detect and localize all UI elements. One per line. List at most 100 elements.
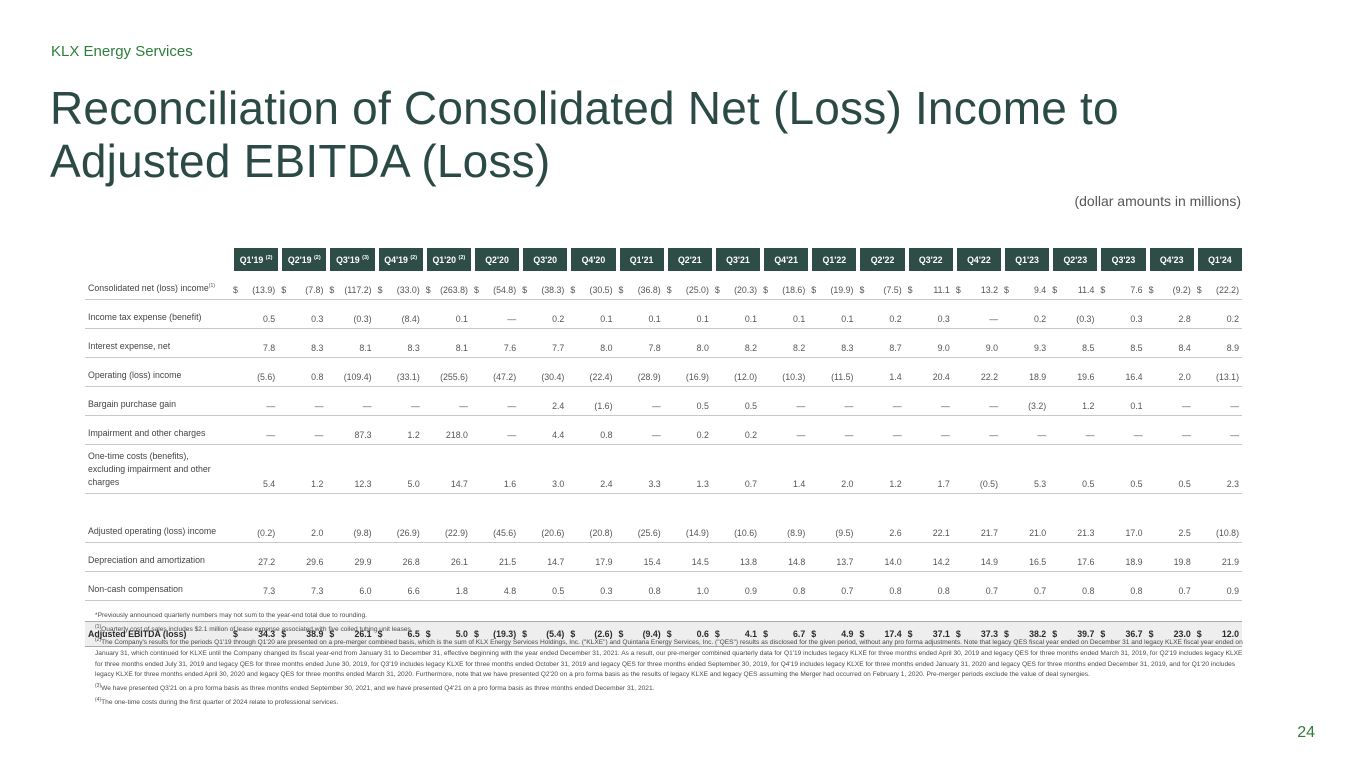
value-cell: (10.6): [711, 494, 761, 543]
value-cell: 1.2: [856, 445, 905, 494]
value-cell: $ (19.3): [470, 621, 520, 647]
value-cell: 4.8: [470, 572, 520, 601]
value-cell: 0.9: [1193, 572, 1242, 601]
table-row: Depreciation and amortization 27.2 29.6 29.…: [85, 543, 1242, 572]
value-cell: 21.5: [470, 543, 520, 572]
value-cell: (109.4): [326, 358, 375, 387]
value-cell: 7.6: [470, 329, 520, 358]
value-cell: 8.5: [1097, 329, 1146, 358]
value-cell: 9.0: [952, 329, 1001, 358]
value-cell: 2.0: [808, 445, 857, 494]
value-cell: 8.1: [422, 329, 471, 358]
value-cell: 21.9: [1193, 543, 1242, 572]
footnote: (3)We have presented Q3'21 on a pro form…: [95, 682, 655, 693]
value-cell: 26.1: [422, 543, 471, 572]
value-cell: 8.3: [808, 329, 857, 358]
value-cell: 8.9: [1193, 329, 1242, 358]
value-cell: 0.8: [1097, 572, 1146, 601]
row-label: Income tax expense (benefit): [85, 300, 230, 329]
value-cell: 0.1: [1097, 387, 1146, 416]
value-cell: 13.8: [711, 543, 761, 572]
value-cell: 0.5: [711, 387, 761, 416]
value-cell: 0.8: [615, 572, 664, 601]
column-header: Q2'23: [1049, 248, 1098, 271]
value-cell: 0.5: [663, 387, 712, 416]
value-cell: 1.2: [278, 445, 327, 494]
value-cell: $7.6: [1097, 271, 1146, 300]
value-cell: $36.7: [1097, 621, 1146, 647]
value-cell: 0.8: [1049, 572, 1098, 601]
table-row: Non-cash compensation 7.3 7.3 6.0 6.6 1.8 4.8 0…: [85, 572, 1242, 601]
value-cell: 7.3: [230, 572, 279, 601]
page-title: Reconciliation of Consolidated Net (Loss…: [50, 82, 1119, 188]
value-cell: 14.8: [760, 543, 809, 572]
company-name: KLX Energy Services: [51, 43, 193, 60]
value-cell: —: [278, 387, 327, 416]
value-cell: $ (13.9): [230, 271, 279, 300]
value-cell: 0.5: [230, 300, 279, 329]
value-cell: 14.0: [856, 543, 905, 572]
value-cell: 0.3: [278, 300, 327, 329]
value-cell: (9.5): [808, 494, 857, 543]
value-cell: —: [470, 416, 520, 445]
column-header: Q4'23: [1145, 248, 1194, 271]
value-cell: (20.8): [567, 494, 616, 543]
value-cell: 87.3: [326, 416, 375, 445]
value-cell: 0.7: [1145, 572, 1194, 601]
row-label: Depreciation and amortization: [85, 543, 230, 572]
value-cell: —: [808, 387, 857, 416]
value-cell: —: [952, 416, 1001, 445]
value-cell: 1.8: [422, 572, 471, 601]
value-cell: $ (33.0): [374, 271, 423, 300]
value-cell: 0.1: [615, 300, 664, 329]
value-cell: —: [374, 387, 423, 416]
value-cell: 8.2: [760, 329, 809, 358]
value-cell: 0.1: [808, 300, 857, 329]
column-header: Q1'24: [1193, 248, 1242, 271]
table-body: Consolidated net (loss) income(1) $ (13.9)…: [85, 271, 1242, 647]
column-header: Q2'22: [856, 248, 905, 271]
column-header: Q3'20: [519, 248, 568, 271]
value-cell: $ (2.6): [567, 621, 616, 647]
footnote: *Previously announced quarterly numbers …: [95, 612, 367, 619]
value-cell: —: [952, 387, 1001, 416]
value-cell: $26.1: [326, 621, 375, 647]
value-cell: —: [230, 416, 279, 445]
value-cell: —: [904, 387, 953, 416]
value-cell: 26.8: [374, 543, 423, 572]
value-cell: $11.1: [904, 271, 953, 300]
value-cell: 0.8: [567, 416, 616, 445]
value-cell: 0.3: [1097, 300, 1146, 329]
value-cell: (25.6): [615, 494, 664, 543]
value-cell: 8.2: [711, 329, 761, 358]
value-cell: 1.2: [1049, 387, 1098, 416]
value-cell: —: [1145, 387, 1194, 416]
value-cell: 1.4: [856, 358, 905, 387]
value-cell: (26.9): [374, 494, 423, 543]
value-cell: —: [1097, 416, 1146, 445]
value-cell: 2.4: [519, 387, 568, 416]
value-cell: 1.2: [374, 416, 423, 445]
value-cell: 14.7: [422, 445, 471, 494]
column-header: Q2'20: [470, 248, 520, 271]
value-cell: 29.9: [326, 543, 375, 572]
value-cell: 0.8: [856, 572, 905, 601]
value-cell: 14.2: [904, 543, 953, 572]
value-cell: 0.1: [663, 300, 712, 329]
value-cell: 7.3: [278, 572, 327, 601]
value-cell: $38.9: [278, 621, 327, 647]
value-cell: 2.0: [1145, 358, 1194, 387]
value-cell: —: [760, 416, 809, 445]
value-cell: $17.4: [856, 621, 905, 647]
value-cell: (28.9): [615, 358, 664, 387]
value-cell: 0.2: [1001, 300, 1050, 329]
footnote: (2)The Company's results for the periods…: [95, 637, 1243, 679]
value-cell: (47.2): [470, 358, 520, 387]
value-cell: 0.1: [760, 300, 809, 329]
value-cell: 21.7: [952, 494, 1001, 543]
value-cell: 7.8: [230, 329, 279, 358]
value-cell: $ (20.3): [711, 271, 761, 300]
value-cell: 0.8: [760, 572, 809, 601]
footnote: (4)The one-time costs during the first q…: [95, 696, 339, 706]
value-cell: $ (5.4): [519, 621, 568, 647]
